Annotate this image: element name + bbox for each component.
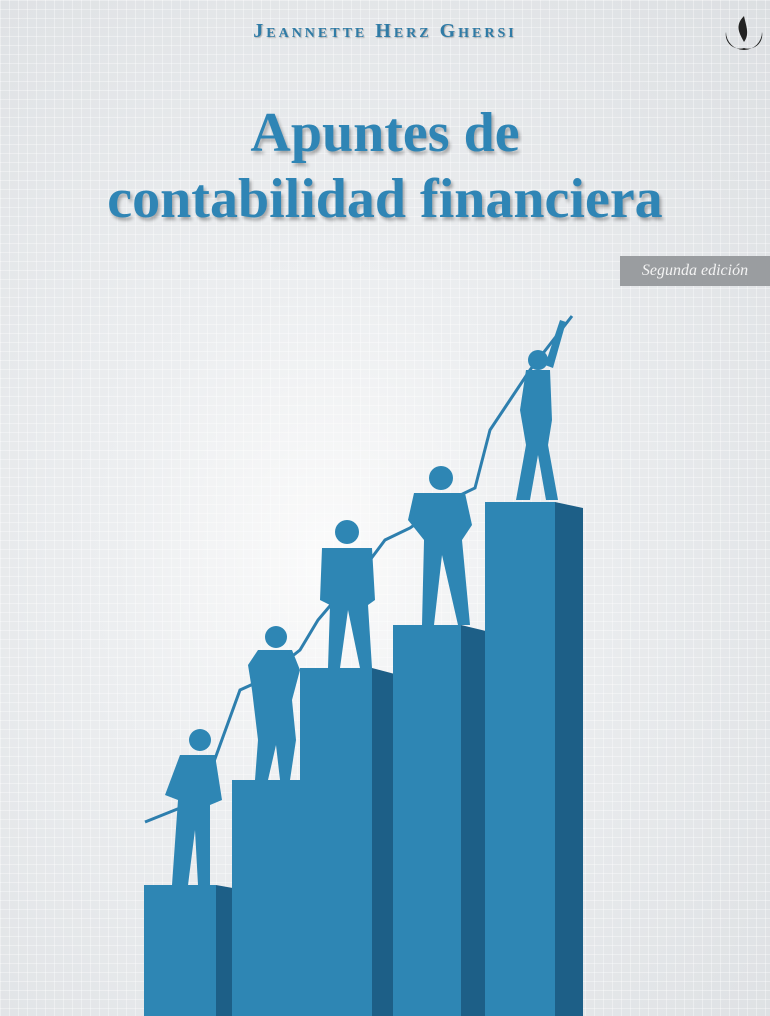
person-1 — [165, 729, 222, 885]
bar-5 — [485, 502, 583, 1016]
title-line-2: contabilidad financiera — [107, 168, 663, 230]
university-logo-icon — [725, 16, 763, 50]
author-name: Jeannette Herz Ghersi — [253, 20, 517, 42]
person-5 — [516, 320, 566, 500]
person-2 — [248, 626, 300, 780]
bars — [144, 502, 583, 1016]
book-title: Apuntes de contabilidad financiera — [0, 100, 770, 232]
edition-badge: Segunda edición — [620, 256, 770, 286]
person-4 — [408, 466, 472, 625]
people-silhouettes — [165, 320, 566, 885]
bar-4 — [393, 625, 490, 1016]
person-3 — [320, 520, 375, 668]
title-line-1: Apuntes de — [250, 102, 520, 164]
